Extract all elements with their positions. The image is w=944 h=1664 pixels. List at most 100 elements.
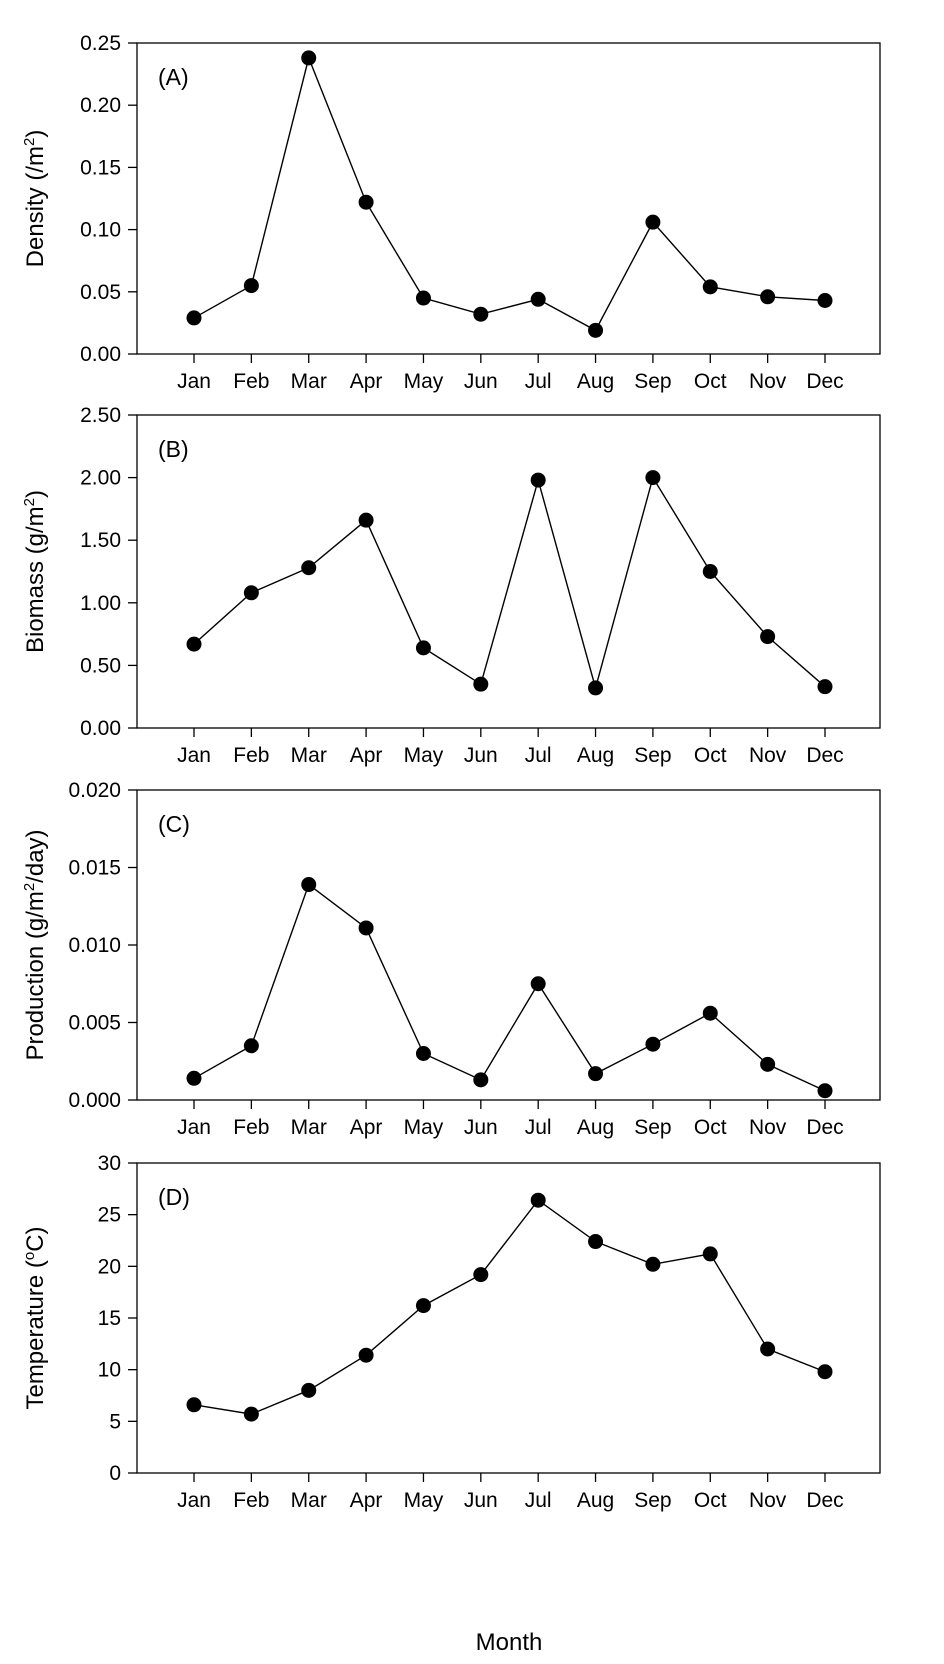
panel-label: (B) xyxy=(158,436,189,462)
data-point-aug xyxy=(588,322,604,338)
y-tick-label: 5 xyxy=(109,1410,121,1433)
y-tick-label: 2.50 xyxy=(80,404,121,427)
data-point-feb xyxy=(243,1038,259,1054)
data-point-aug xyxy=(588,680,604,696)
data-point-apr xyxy=(358,920,374,936)
x-tick-label: Mar xyxy=(291,1489,327,1512)
x-tick-label: Feb xyxy=(233,1116,269,1139)
series-line xyxy=(193,55,826,332)
data-point-apr xyxy=(358,194,374,210)
x-tick-label: Nov xyxy=(749,744,787,767)
x-tick-label: Jul xyxy=(525,1116,552,1139)
y-tick-label: 20 xyxy=(98,1255,121,1278)
chart-panel-3: 0.000 0.005 0.010 0.015 0.020 Jan Feb Mar Apr May… xyxy=(21,779,881,1139)
y-tick-label: 1.00 xyxy=(80,592,121,615)
x-tick-label: Jul xyxy=(525,744,552,767)
data-point-mar xyxy=(301,560,317,576)
plot-frame xyxy=(136,414,881,729)
x-tick-label: Feb xyxy=(233,370,269,393)
x-tick-label: Jan xyxy=(177,1489,211,1512)
x-tick-label: Jan xyxy=(177,744,211,767)
y-tick-label: 0.010 xyxy=(68,934,121,957)
data-point-nov xyxy=(760,629,776,645)
y-tick-label: 0.015 xyxy=(68,857,121,880)
data-point-jan xyxy=(186,1397,202,1413)
x-tick-label: Dec xyxy=(806,370,843,393)
x-tick-label: Feb xyxy=(233,744,269,767)
panel-label: (D) xyxy=(158,1184,190,1210)
data-point-feb xyxy=(243,585,259,601)
data-point-may xyxy=(415,290,431,306)
x-tick-label: Jun xyxy=(464,370,498,393)
chart-panel-1: 0.00 0.05 0.10 0.15 0.20 0.25 Jan Feb Mar Apr May J… xyxy=(21,32,881,393)
x-axis-title: Month xyxy=(476,1629,543,1656)
x-tick-label: Apr xyxy=(350,744,383,767)
y-axis-title: Temperature (oC) xyxy=(21,1226,49,1409)
x-tick-label: Sep xyxy=(634,1489,671,1512)
data-point-apr xyxy=(358,1347,374,1363)
y-tick-label: 0.005 xyxy=(68,1012,121,1035)
x-tick-label: Sep xyxy=(634,1116,671,1139)
x-tick-label: Apr xyxy=(350,1116,383,1139)
data-point-feb xyxy=(243,278,259,294)
data-point-nov xyxy=(760,1341,776,1357)
x-tick-label: May xyxy=(404,1489,444,1512)
y-axis-title: Biomass (g/m2) xyxy=(21,490,49,653)
x-tick-label: May xyxy=(404,1116,444,1139)
y-tick-label: 0.20 xyxy=(80,94,121,117)
data-point-may xyxy=(415,640,431,656)
x-tick-label: Nov xyxy=(749,1116,787,1139)
x-tick-label: Oct xyxy=(694,1489,727,1512)
data-point-jul xyxy=(530,976,546,992)
y-tick-label: 15 xyxy=(98,1307,121,1330)
x-tick-label: Aug xyxy=(577,1116,614,1139)
data-point-oct xyxy=(702,279,718,295)
data-point-may xyxy=(415,1298,431,1314)
chart-panel-4: 0 5 10 15 20 25 30 Jan Feb Mar Apr May Jun Jul Aug Sep O… xyxy=(21,1152,881,1512)
y-tick-label: 0.15 xyxy=(80,156,121,179)
data-point-mar xyxy=(301,50,317,66)
data-point-may xyxy=(415,1046,431,1061)
data-point-jan xyxy=(186,310,202,326)
y-tick-label: 0.25 xyxy=(80,32,121,55)
data-point-aug xyxy=(588,1066,604,1082)
data-point-sep xyxy=(645,1036,661,1052)
y-tick-label: 0.00 xyxy=(80,343,121,366)
x-tick-label: Jan xyxy=(177,370,211,393)
y-axis-title: Density (/m2) xyxy=(21,130,49,268)
x-tick-label: Feb xyxy=(233,1489,269,1512)
data-point-feb xyxy=(243,1406,259,1422)
x-tick-label: Oct xyxy=(694,1116,727,1139)
x-tick-label: Aug xyxy=(577,1489,614,1512)
x-tick-label: Oct xyxy=(694,370,727,393)
x-tick-label: Nov xyxy=(749,1489,787,1512)
x-tick-label: May xyxy=(404,370,444,393)
y-axis-title: Production (g/m2/day) xyxy=(21,829,49,1060)
y-tick-label: 0.00 xyxy=(80,717,121,740)
data-point-nov xyxy=(760,289,776,305)
data-point-jun xyxy=(473,1267,489,1283)
data-point-jul xyxy=(530,291,546,307)
x-tick-label: Aug xyxy=(577,370,614,393)
chart-panel-2: 0.00 0.50 1.00 1.50 2.00 2.50 Jan Feb Mar Apr May J… xyxy=(21,404,881,767)
x-tick-label: Apr xyxy=(350,370,383,393)
x-tick-label: Mar xyxy=(291,744,327,767)
y-tick-label: 10 xyxy=(98,1359,121,1382)
data-point-jun xyxy=(473,1072,489,1088)
data-point-dec xyxy=(817,293,833,309)
data-point-dec xyxy=(817,1364,833,1380)
x-tick-label: Dec xyxy=(806,1116,843,1139)
data-point-nov xyxy=(760,1056,776,1072)
x-tick-label: Mar xyxy=(291,370,327,393)
data-point-jan xyxy=(186,1070,202,1086)
x-tick-label: Dec xyxy=(806,744,843,767)
series-line xyxy=(193,1199,826,1415)
x-tick-label: Jul xyxy=(525,1489,552,1512)
y-tick-label: 0.020 xyxy=(68,779,121,802)
data-point-jan xyxy=(186,636,202,652)
x-tick-label: May xyxy=(404,744,444,767)
data-point-jul xyxy=(530,1192,546,1208)
data-point-jun xyxy=(473,306,489,322)
plot-frame xyxy=(136,42,881,355)
